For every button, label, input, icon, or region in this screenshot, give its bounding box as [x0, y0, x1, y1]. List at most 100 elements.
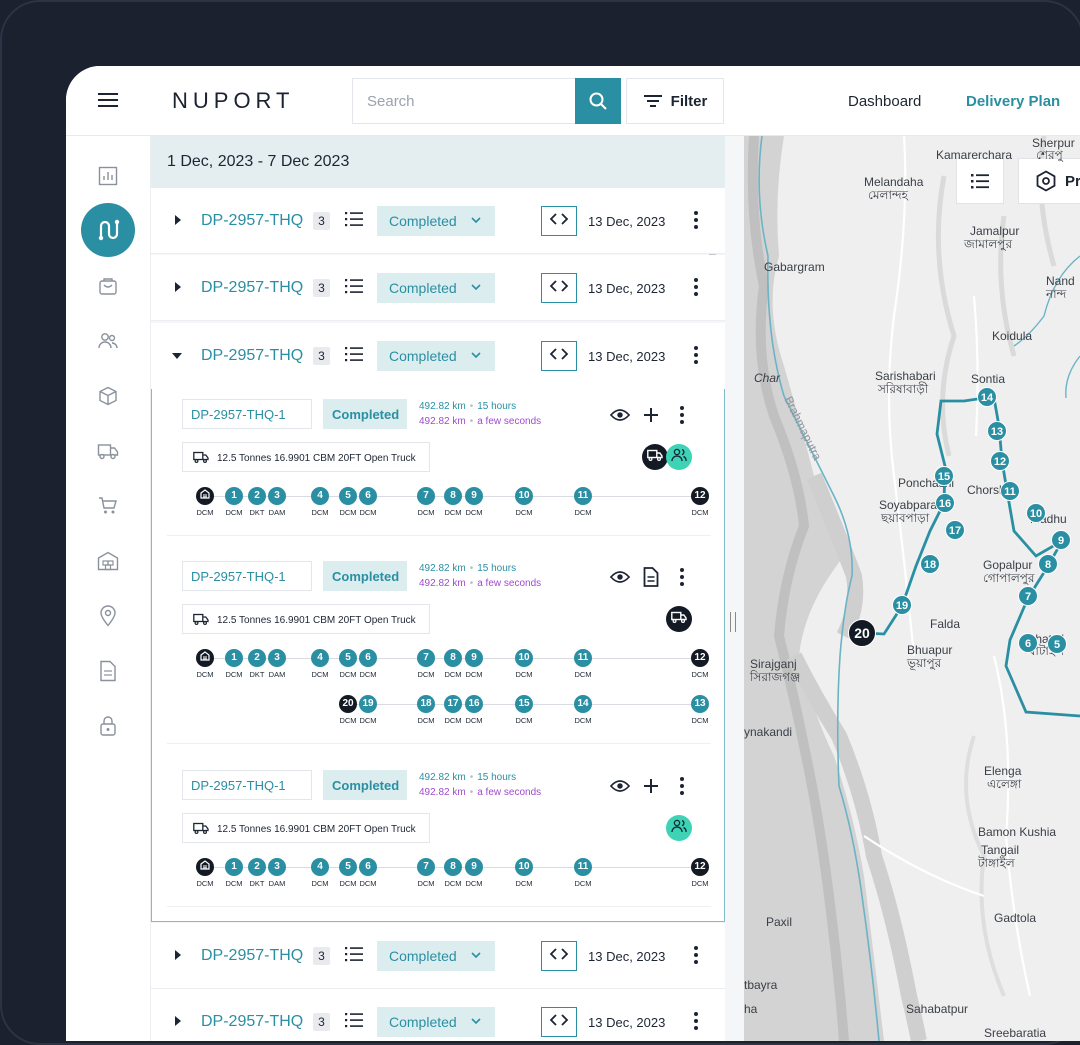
- list-icon[interactable]: [345, 1012, 363, 1030]
- status-dropdown[interactable]: Completed: [377, 206, 495, 236]
- timeline-stop[interactable]: 1: [225, 858, 243, 876]
- return-stop[interactable]: 14: [574, 695, 592, 713]
- timeline-stop[interactable]: 12: [691, 858, 709, 876]
- depot-stop[interactable]: [196, 649, 214, 667]
- return-stop[interactable]: 20: [339, 695, 357, 713]
- code-button[interactable]: [541, 341, 577, 371]
- timeline-stop[interactable]: 11: [574, 649, 592, 667]
- map-route-stop[interactable]: 10: [1026, 503, 1046, 523]
- map-route-stop[interactable]: 19: [892, 595, 912, 615]
- list-icon[interactable]: [345, 346, 363, 364]
- plan-id[interactable]: DP-2957-THQ: [201, 1013, 304, 1030]
- expand-caret-icon[interactable]: [175, 950, 181, 960]
- timeline-stop[interactable]: 5: [339, 487, 357, 505]
- timeline-stop[interactable]: 10: [515, 858, 533, 876]
- assigned-truck-avatar[interactable]: [642, 444, 668, 470]
- timeline-stop[interactable]: 1: [225, 649, 243, 667]
- nav-dashboard[interactable]: Dashboard: [848, 93, 922, 110]
- timeline-stop[interactable]: 7: [417, 487, 435, 505]
- document-icon[interactable]: [96, 659, 120, 683]
- code-button[interactable]: [541, 1007, 577, 1037]
- status-dropdown[interactable]: Completed: [377, 1007, 495, 1037]
- trip-id[interactable]: DP-2957-THQ-1: [182, 561, 312, 591]
- return-stop[interactable]: 18: [417, 695, 435, 713]
- expand-caret-icon[interactable]: [175, 215, 181, 225]
- more-options-icon[interactable]: [680, 568, 684, 588]
- plan-id[interactable]: DP-2957-THQ: [201, 212, 304, 229]
- map-route-stop[interactable]: 16: [935, 493, 955, 513]
- more-options-icon[interactable]: [694, 346, 698, 366]
- map-route-stop[interactable]: 12: [990, 451, 1010, 471]
- timeline-stop[interactable]: 2: [248, 858, 266, 876]
- plan-row[interactable]: DP-2957-THQ 3 Completed 13 Dec, 2023: [151, 923, 725, 989]
- code-button[interactable]: [541, 206, 577, 236]
- depot-stop[interactable]: [196, 487, 214, 505]
- nav-delivery-plan[interactable]: Delivery Plan: [966, 93, 1061, 110]
- chart-icon[interactable]: [96, 164, 120, 188]
- map-route-stop[interactable]: 17: [945, 520, 965, 540]
- return-stop[interactable]: 13: [691, 695, 709, 713]
- list-icon[interactable]: [345, 946, 363, 964]
- eye-icon[interactable]: [610, 567, 630, 587]
- plan-id[interactable]: DP-2957-THQ: [201, 347, 304, 364]
- map-route-stop[interactable]: 20: [848, 619, 876, 647]
- menu-icon[interactable]: [98, 93, 118, 109]
- assigned-truck-avatar[interactable]: [666, 606, 692, 632]
- timeline-stop[interactable]: 9: [465, 487, 483, 505]
- map-route-stop[interactable]: 11: [1000, 481, 1020, 501]
- list-icon[interactable]: [345, 211, 363, 229]
- route-icon[interactable]: [81, 203, 135, 257]
- plan-id[interactable]: DP-2957-THQ: [201, 947, 304, 964]
- timeline-stop[interactable]: 6: [359, 649, 377, 667]
- timeline-stop[interactable]: 7: [417, 649, 435, 667]
- map-route-stop[interactable]: 8: [1038, 554, 1058, 574]
- plus-icon[interactable]: [641, 776, 661, 796]
- return-stop[interactable]: 19: [359, 695, 377, 713]
- timeline-stop[interactable]: 8: [444, 487, 462, 505]
- panel-resize-handle[interactable]: [730, 612, 736, 632]
- timeline-stop[interactable]: 10: [515, 649, 533, 667]
- search-button[interactable]: [575, 78, 621, 124]
- code-button[interactable]: [541, 273, 577, 303]
- bag-icon[interactable]: [96, 274, 120, 298]
- more-options-icon[interactable]: [694, 278, 698, 298]
- plan-row[interactable]: DP-2957-THQ 3 Completed 13 Dec, 2023: [151, 323, 725, 389]
- return-stop[interactable]: 17: [444, 695, 462, 713]
- document-icon[interactable]: [641, 567, 661, 587]
- eye-icon[interactable]: [610, 776, 630, 796]
- timeline-stop[interactable]: 8: [444, 649, 462, 667]
- map-route-stop[interactable]: 13: [987, 421, 1007, 441]
- timeline-stop[interactable]: 10: [515, 487, 533, 505]
- return-stop[interactable]: 16: [465, 695, 483, 713]
- eye-icon[interactable]: [610, 405, 630, 425]
- timeline-stop[interactable]: 4: [311, 487, 329, 505]
- cart-icon[interactable]: [96, 494, 120, 518]
- timeline-stop[interactable]: 12: [691, 649, 709, 667]
- depot-stop[interactable]: [196, 858, 214, 876]
- lock-icon[interactable]: [96, 714, 120, 738]
- return-stop[interactable]: 15: [515, 695, 533, 713]
- more-options-icon[interactable]: [694, 1012, 698, 1032]
- timeline-stop[interactable]: 1: [225, 487, 243, 505]
- collapse-caret-icon[interactable]: [172, 353, 182, 359]
- timeline-stop[interactable]: 9: [465, 858, 483, 876]
- map-route-stop[interactable]: 5: [1047, 634, 1067, 654]
- map-route-stop[interactable]: 9: [1051, 530, 1071, 550]
- status-dropdown[interactable]: Completed: [377, 941, 495, 971]
- trip-id[interactable]: DP-2957-THQ-1: [182, 399, 312, 429]
- assigned-driver-avatar[interactable]: [666, 815, 692, 841]
- filter-button[interactable]: Filter: [626, 78, 724, 124]
- map-route-stop[interactable]: 14: [977, 387, 997, 407]
- timeline-stop[interactable]: 4: [311, 858, 329, 876]
- map-route-stop[interactable]: 6: [1018, 633, 1038, 653]
- more-options-icon[interactable]: [694, 946, 698, 966]
- timeline-stop[interactable]: 2: [248, 487, 266, 505]
- warehouse-icon[interactable]: [96, 549, 120, 573]
- more-options-icon[interactable]: [680, 406, 684, 426]
- expand-caret-icon[interactable]: [175, 1016, 181, 1026]
- timeline-stop[interactable]: 9: [465, 649, 483, 667]
- timeline-stop[interactable]: 8: [444, 858, 462, 876]
- timeline-stop[interactable]: 3: [268, 858, 286, 876]
- users-icon[interactable]: [96, 329, 120, 353]
- box-icon[interactable]: [96, 384, 120, 408]
